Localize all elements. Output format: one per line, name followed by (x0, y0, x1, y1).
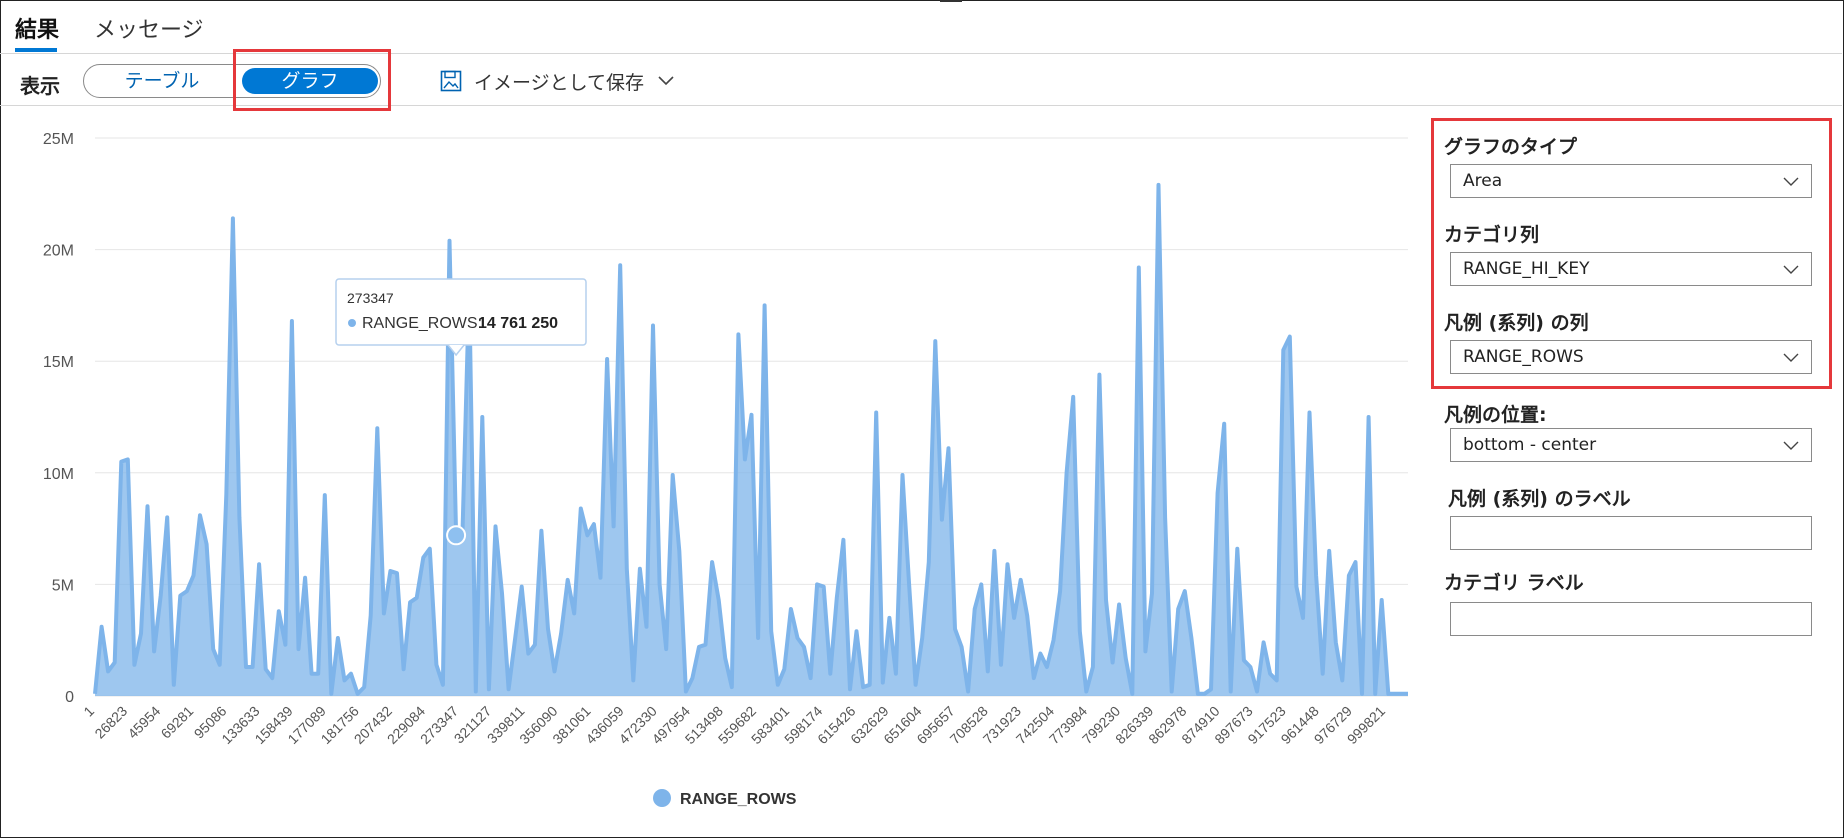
series-line-range-rows (93, 182, 1408, 696)
chart-type-label: グラフのタイプ (1444, 136, 1578, 158)
legend-column-select[interactable]: RANGE_ROWS (1450, 340, 1812, 374)
results-tabs: 結果 メッセージ (0, 0, 1842, 54)
tooltip-box (335, 278, 587, 346)
series-label-label: 凡例 (系列) のラベル (1448, 488, 1631, 510)
top-mark (940, 0, 962, 2)
chart-view-button[interactable]: グラフ (242, 68, 378, 94)
legend-position-label: 凡例の位置: (1444, 404, 1547, 426)
chart-toggle-highlight (233, 49, 391, 111)
legend-position-select[interactable]: bottom - center (1450, 428, 1812, 462)
tooltip-marker (348, 319, 356, 327)
save-as-image-label: イメージとして保存 (474, 71, 645, 94)
legend-marker (653, 789, 671, 807)
category-column-value: RANGE_HI_KEY (1463, 259, 1590, 279)
chevron-down-icon (1783, 177, 1799, 186)
tooltip-pointer (447, 344, 465, 357)
chevron-down-icon (1783, 353, 1799, 362)
legend-label: RANGE_ROWS (680, 791, 797, 808)
tooltip-value: 14 761 250 (478, 315, 558, 332)
category-column-label: カテゴリ列 (1444, 224, 1540, 246)
active-tab-indicator (15, 48, 57, 52)
hover-point (446, 525, 467, 546)
y-tick-label: 0 (65, 689, 74, 706)
view-toolbar: 表示 テーブル グラフ イメージとして保存 (0, 54, 1842, 106)
y-tick-label: 20M (43, 243, 74, 260)
chart-type-select[interactable]: Area (1450, 164, 1812, 198)
category-column-select[interactable]: RANGE_HI_KEY (1450, 252, 1812, 286)
series-label-input[interactable] (1450, 516, 1812, 550)
tooltip-category: 273347 (347, 290, 394, 306)
settings-highlight (1431, 118, 1832, 389)
chevron-down-icon (1783, 265, 1799, 274)
tooltip-series: RANGE_ROWS: (362, 315, 482, 332)
x-tick-label: 69281 (158, 703, 197, 742)
chevron-down-icon (658, 76, 674, 86)
legend-column-label: 凡例 (系列) の列 (1444, 312, 1589, 334)
y-tick-label: 5M (52, 577, 74, 594)
view-label: 表示 (20, 74, 60, 98)
tab-messages[interactable]: メッセージ (94, 18, 204, 43)
y-tick-label: 25M (43, 131, 74, 148)
chevron-down-icon (1783, 441, 1799, 450)
save-as-image-button[interactable]: イメージとして保存 (440, 64, 686, 98)
category-label-label: カテゴリ ラベル (1444, 572, 1584, 594)
tab-results[interactable]: 結果 (15, 18, 60, 43)
view-toggle: テーブル グラフ (83, 64, 381, 98)
legend-column-value: RANGE_ROWS (1463, 347, 1584, 367)
x-tick-label: 26823 (91, 703, 130, 742)
table-view-button[interactable]: テーブル (124, 70, 200, 92)
category-label-input[interactable] (1450, 602, 1812, 636)
legend-position-value: bottom - center (1463, 435, 1597, 455)
y-tick-label: 15M (43, 354, 74, 371)
area-chart: 05M10M15M20M25M1268234595469281950861336… (43, 131, 1408, 808)
x-tick-label: 45954 (124, 703, 163, 742)
x-tick-label: 1 (80, 703, 97, 720)
chart-type-value: Area (1463, 171, 1503, 191)
y-tick-label: 10M (43, 466, 74, 483)
save-image-icon (440, 70, 462, 92)
x-tick-label: 999821 (1344, 703, 1388, 747)
